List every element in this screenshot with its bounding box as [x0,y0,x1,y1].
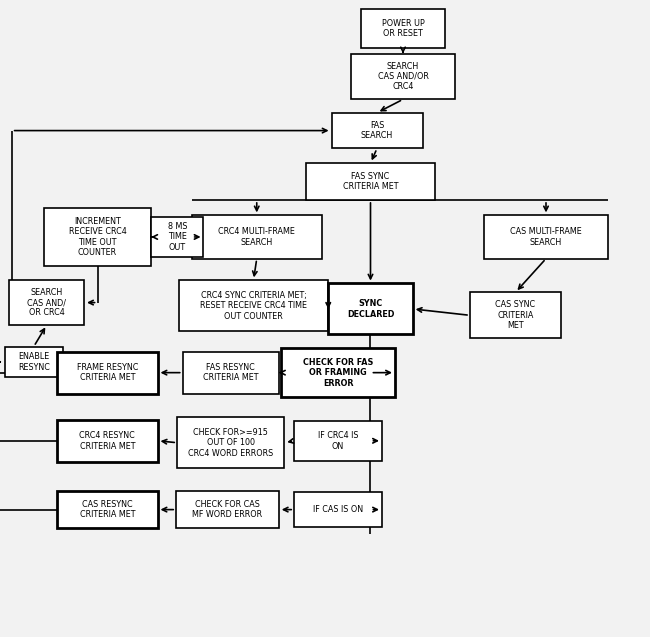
Text: FAS
SEARCH: FAS SEARCH [361,121,393,140]
FancyBboxPatch shape [57,352,157,394]
Text: SYNC
DECLARED: SYNC DECLARED [347,299,394,318]
FancyBboxPatch shape [294,492,382,527]
Text: FAS RESYNC
CRITERIA MET: FAS RESYNC CRITERIA MET [203,363,259,382]
FancyBboxPatch shape [57,420,157,462]
FancyBboxPatch shape [306,163,436,200]
FancyBboxPatch shape [332,113,422,148]
FancyBboxPatch shape [44,208,151,266]
FancyBboxPatch shape [177,417,285,468]
FancyBboxPatch shape [176,491,279,528]
FancyBboxPatch shape [183,352,279,394]
Text: CAS SYNC
CRITERIA
MET: CAS SYNC CRITERIA MET [495,301,536,330]
FancyBboxPatch shape [328,283,413,334]
Text: CAS MULTI-FRAME
SEARCH: CAS MULTI-FRAME SEARCH [510,227,582,247]
FancyBboxPatch shape [351,54,455,99]
Text: FRAME RESYNC
CRITERIA MET: FRAME RESYNC CRITERIA MET [77,363,138,382]
FancyBboxPatch shape [179,280,328,331]
FancyBboxPatch shape [294,421,382,461]
Text: CRC4 SYNC CRITERIA MET;
RESET RECEIVE CRC4 TIME
OUT COUNTER: CRC4 SYNC CRITERIA MET; RESET RECEIVE CR… [200,291,307,320]
FancyBboxPatch shape [192,215,322,259]
FancyBboxPatch shape [5,347,63,377]
Text: CHECK FOR>=915
OUT OF 100
CRC4 WORD ERRORS: CHECK FOR>=915 OUT OF 100 CRC4 WORD ERRO… [188,428,274,457]
Text: INCREMENT
RECEIVE CRC4
TIME OUT
COUNTER: INCREMENT RECEIVE CRC4 TIME OUT COUNTER [69,217,126,257]
Text: CRC4 RESYNC
CRITERIA MET: CRC4 RESYNC CRITERIA MET [79,431,135,450]
FancyBboxPatch shape [361,9,445,48]
Text: SEARCH
CAS AND/
OR CRC4: SEARCH CAS AND/ OR CRC4 [27,288,66,317]
FancyBboxPatch shape [9,280,84,325]
Text: CRC4 MULTI-FRAME
SEARCH: CRC4 MULTI-FRAME SEARCH [218,227,295,247]
Text: 8 MS
TIME
OUT: 8 MS TIME OUT [168,222,187,252]
FancyBboxPatch shape [484,215,608,259]
Text: SEARCH
CAS AND/OR
CRC4: SEARCH CAS AND/OR CRC4 [378,62,428,91]
Text: CAS RESYNC
CRITERIA MET: CAS RESYNC CRITERIA MET [79,500,135,519]
Text: CHECK FOR FAS
OR FRAMING
ERROR: CHECK FOR FAS OR FRAMING ERROR [303,358,373,387]
Text: IF CRC4 IS
ON: IF CRC4 IS ON [318,431,358,450]
FancyBboxPatch shape [57,491,157,528]
Text: FAS SYNC
CRITERIA MET: FAS SYNC CRITERIA MET [343,172,398,191]
FancyBboxPatch shape [470,292,561,338]
Text: POWER UP
OR RESET: POWER UP OR RESET [382,19,424,38]
FancyBboxPatch shape [151,217,203,257]
FancyBboxPatch shape [281,348,395,397]
Text: CHECK FOR CAS
MF WORD ERROR: CHECK FOR CAS MF WORD ERROR [192,500,263,519]
Text: ENABLE
RESYNC: ENABLE RESYNC [18,352,50,371]
Text: IF CAS IS ON: IF CAS IS ON [313,505,363,514]
